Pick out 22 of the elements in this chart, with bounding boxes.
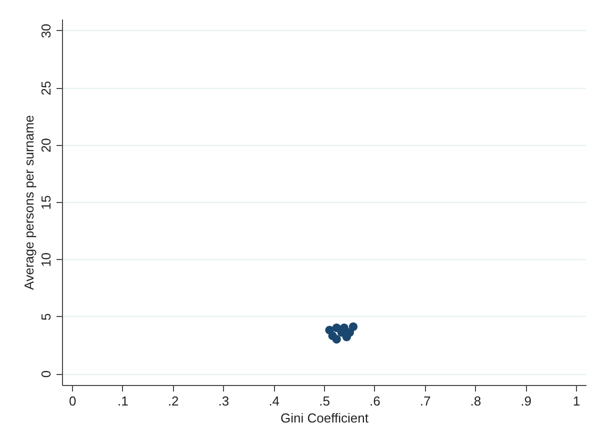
x-tick-label: .7 xyxy=(420,394,431,408)
x-tick-label: 1 xyxy=(572,394,580,408)
x-tick-label: .8 xyxy=(470,394,482,408)
y-tick-label: 5 xyxy=(38,313,54,320)
point xyxy=(348,322,358,331)
x-tick-label: .5 xyxy=(319,394,330,408)
x-tick-label: .6 xyxy=(369,394,380,408)
x-tick-label: .3 xyxy=(218,394,230,408)
y-tick-label: 15 xyxy=(38,195,54,210)
y-axis-title: Average persons per surname xyxy=(22,115,36,290)
x-tick-label: .9 xyxy=(520,394,532,408)
point xyxy=(332,334,341,344)
y-tick-label: 20 xyxy=(38,138,54,153)
y-tick-label: 10 xyxy=(38,252,54,267)
x-axis-title: Gini Coefficient xyxy=(280,410,369,426)
x-tick-label: .4 xyxy=(268,394,280,408)
x-tick-label: 0 xyxy=(68,394,76,408)
y-tick-label: 0 xyxy=(38,370,54,378)
x-tick-label: .2 xyxy=(168,394,179,408)
x-tick-label: .1 xyxy=(118,394,128,408)
y-tick-label: 25 xyxy=(38,80,54,96)
y-tick-label: 30 xyxy=(38,24,54,38)
